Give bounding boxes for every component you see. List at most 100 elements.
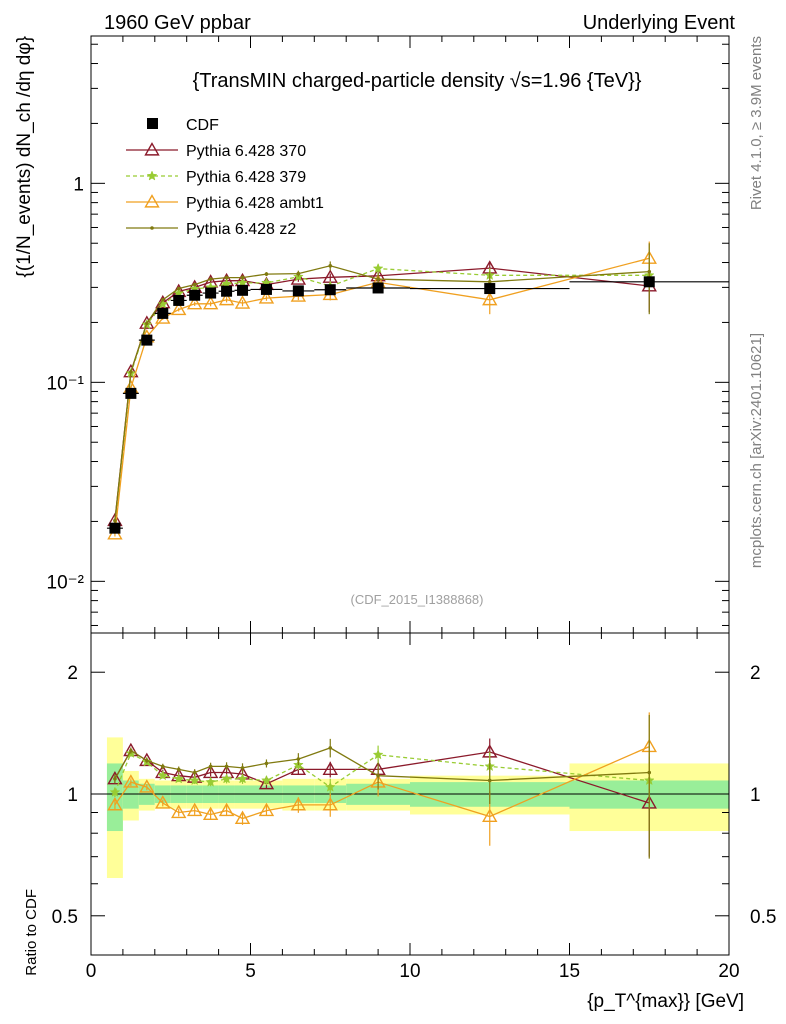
triangle-marker — [144, 194, 160, 208]
triangle-marker — [202, 806, 219, 821]
triangle-marker — [107, 796, 123, 811]
dot-marker — [376, 277, 380, 281]
dot-marker — [264, 272, 269, 276]
legend-label: Pythia 6.428 379 — [186, 169, 306, 186]
dot-marker — [129, 748, 133, 753]
triangle-marker — [290, 761, 307, 776]
square-marker — [205, 287, 217, 299]
star-marker — [261, 774, 272, 786]
dot-marker — [145, 758, 149, 763]
x-tick-label: 20 — [718, 961, 739, 982]
dot-marker — [192, 282, 197, 287]
x-tick-label: 10 — [399, 961, 420, 982]
x-tick-label: 15 — [559, 961, 580, 982]
triangle-marker — [258, 290, 275, 304]
triangle-marker — [144, 142, 160, 156]
star-marker — [237, 773, 248, 784]
triangle-marker — [186, 802, 203, 817]
dot-marker — [296, 271, 301, 276]
y-tick-label: 10⁻¹ — [47, 373, 85, 394]
star-marker — [372, 262, 384, 274]
triangle-marker — [139, 779, 155, 793]
ratio-tick-label-right: 1 — [750, 785, 761, 806]
y-tick-label: 1 — [73, 174, 84, 195]
ratio-tick-label-right: 2 — [750, 663, 761, 684]
square-marker — [237, 284, 249, 296]
triangle-marker — [234, 810, 251, 825]
star-marker — [324, 781, 336, 792]
ratio-tick-label: 2 — [67, 663, 78, 684]
watermark: (CDF_2015_I1388868) — [351, 592, 484, 607]
series-line — [114, 267, 650, 521]
triangle-marker — [171, 301, 187, 316]
triangle-marker — [202, 295, 219, 310]
legend: CDF Pythia 6.428 370 Pythia 6.428 379 Pythi… — [126, 117, 324, 238]
legend-label-cdf: CDF — [186, 117, 219, 134]
ratio-tick-label: 0.5 — [52, 907, 78, 928]
dot-marker — [487, 280, 492, 284]
star-marker — [146, 170, 158, 181]
square-marker — [643, 276, 655, 288]
chart-title: {TransMIN charged-particle density √s=1.… — [193, 70, 642, 92]
triangle-marker — [290, 796, 307, 811]
dot-marker — [240, 275, 245, 280]
dot-marker — [328, 746, 333, 750]
star-marker — [173, 773, 185, 784]
dot-marker — [487, 778, 492, 783]
legend-label: Pythia 6.428 370 — [186, 143, 306, 160]
triangle-marker — [234, 295, 251, 309]
square-marker — [109, 522, 121, 534]
ratio-tick-label: 1 — [67, 785, 78, 806]
dot-marker — [264, 761, 269, 766]
dot-marker — [647, 770, 652, 775]
triangle-marker — [482, 291, 498, 306]
square-marker — [260, 283, 272, 295]
star-marker — [189, 774, 201, 786]
square-marker — [292, 285, 304, 297]
dot-marker — [176, 767, 181, 772]
dot-marker — [145, 321, 149, 326]
triangle-marker — [155, 795, 171, 809]
x-tick-label: 5 — [245, 961, 256, 982]
triangle-marker — [155, 294, 171, 309]
dot-marker — [208, 764, 213, 769]
star-marker — [157, 770, 169, 781]
triangle-marker — [139, 315, 155, 329]
header-left: 1960 GeV ppbar — [104, 12, 251, 34]
dot-marker — [376, 773, 380, 778]
dot-marker — [296, 757, 301, 761]
triangle-marker — [186, 295, 203, 310]
dot-marker — [113, 518, 117, 523]
triangle-marker — [258, 775, 275, 790]
dot-marker — [160, 764, 165, 769]
dot-marker — [176, 286, 181, 291]
triangle-marker — [290, 271, 307, 285]
ratio-tick-label-right: 0.5 — [750, 907, 776, 928]
triangle-marker — [322, 796, 338, 811]
legend-marker-cdf — [147, 118, 158, 129]
y-tick-label: 10⁻² — [47, 572, 85, 593]
square-marker — [173, 294, 185, 306]
triangle-marker — [107, 770, 123, 785]
dot-marker — [224, 275, 229, 280]
dot-marker — [240, 766, 245, 770]
dot-marker — [160, 297, 165, 302]
dot-marker — [647, 269, 652, 274]
dot-marker — [150, 226, 154, 230]
square-marker — [125, 387, 137, 399]
square-marker — [372, 282, 384, 294]
triangle-marker — [218, 291, 235, 306]
y-axis-label: {(1/N_events) dN_ch /dη dφ} — [14, 36, 35, 278]
star-marker — [205, 776, 217, 787]
star-marker — [372, 749, 384, 760]
x-tick-label: 0 — [86, 961, 97, 982]
dot-marker — [328, 264, 333, 268]
dot-marker — [129, 369, 133, 374]
legend-label: Pythia 6.428 z2 — [186, 221, 296, 238]
square-marker — [484, 283, 496, 295]
triangle-marker — [482, 808, 498, 823]
square-marker — [157, 307, 169, 319]
dot-marker — [192, 770, 197, 775]
triangle-marker — [123, 774, 139, 788]
triangle-marker — [322, 761, 338, 776]
